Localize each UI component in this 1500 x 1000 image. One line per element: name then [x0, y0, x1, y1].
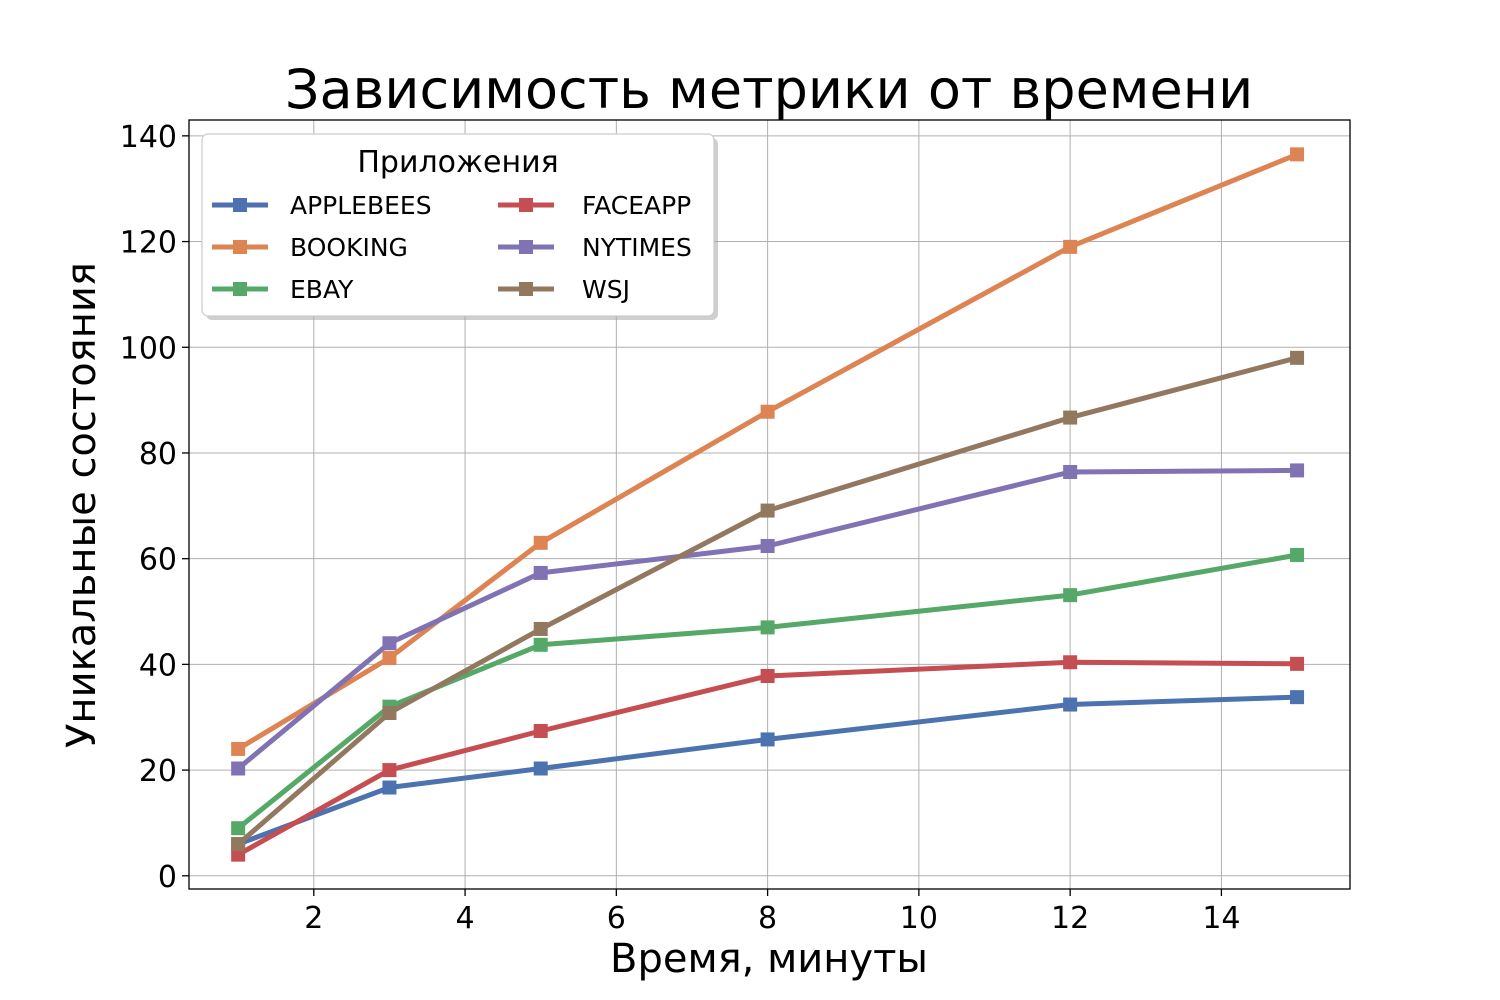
legend-item-wsj: WSJ: [498, 275, 630, 304]
point-ebay: [1290, 547, 1305, 562]
x-tick-label: 14: [1202, 901, 1240, 936]
point-nytimes: [231, 761, 246, 776]
point-applebees: [1290, 690, 1305, 705]
point-faceapp: [231, 847, 246, 862]
point-faceapp: [382, 763, 397, 778]
point-booking: [231, 741, 246, 756]
x-axis-ticks: 2 4 6 8 10 12 14: [304, 889, 1241, 936]
point-booking: [533, 535, 548, 550]
legend-item-faceapp: FACEAPP: [498, 191, 691, 220]
series-line-booking: [235, 151, 1300, 752]
x-tick-label: 8: [758, 901, 777, 936]
point-applebees: [760, 732, 775, 747]
legend-label-faceapp: FACEAPP: [582, 191, 691, 220]
legend-label-wsj: WSJ: [582, 275, 630, 304]
legend-box: [201, 133, 715, 317]
point-wsj: [231, 837, 246, 852]
point-booking: [1290, 147, 1305, 162]
legend-item-nytimes: NYTIMES: [498, 233, 692, 262]
point-wsj: [533, 621, 548, 636]
point-ebay: [760, 620, 775, 635]
legend-marker-wsj: [519, 282, 533, 296]
y-tick-label: 80: [139, 437, 177, 472]
point-booking: [382, 651, 397, 666]
legend-marker-ebay: [233, 282, 247, 296]
point-faceapp: [533, 723, 548, 738]
legend-title: Приложения: [357, 145, 558, 180]
point-nytimes: [760, 538, 775, 553]
point-booking: [1063, 239, 1078, 254]
point-ebay: [1063, 588, 1078, 603]
series-line-wsj: [235, 355, 1300, 847]
x-axis-label: Время, минуты: [610, 936, 928, 982]
point-faceapp: [1290, 656, 1305, 671]
point-applebees: [1063, 697, 1078, 712]
point-nytimes: [1063, 464, 1078, 479]
legend-item-ebay: EBAY: [212, 275, 354, 304]
legend-label-applebees: APPLEBEES: [290, 191, 432, 220]
series-markers: [231, 147, 1305, 862]
legend-items: APPLEBEES BOOKING EBAY FACEAPP NYTIMES WSJ: [212, 191, 692, 304]
y-tick-label: 140: [120, 120, 177, 155]
y-tick-label: 100: [120, 331, 177, 366]
legend-label-nytimes: NYTIMES: [582, 233, 692, 262]
point-ebay: [533, 637, 548, 652]
legend-item-booking: BOOKING: [212, 233, 408, 262]
point-wsj: [1063, 410, 1078, 425]
legend-marker-nytimes: [519, 240, 533, 254]
point-ebay: [231, 821, 246, 836]
point-nytimes: [533, 565, 548, 580]
x-tick-label: 12: [1051, 901, 1089, 936]
legend-label-booking: BOOKING: [290, 233, 408, 262]
series-line-ebay: [235, 552, 1300, 831]
y-tick-label: 20: [139, 754, 177, 789]
y-tick-label: 60: [139, 543, 177, 578]
point-faceapp: [760, 669, 775, 684]
point-nytimes: [1290, 463, 1305, 478]
point-faceapp: [1063, 655, 1078, 670]
legend-label-ebay: EBAY: [290, 275, 354, 304]
point-applebees: [382, 780, 397, 795]
legend-item-applebees: APPLEBEES: [212, 191, 432, 220]
point-nytimes: [382, 636, 397, 651]
series-line-faceapp: [235, 659, 1300, 858]
x-tick-label: 2: [304, 901, 323, 936]
y-tick-label: 40: [139, 648, 177, 683]
point-wsj: [382, 706, 397, 721]
series-line-nytimes: [235, 467, 1300, 771]
point-booking: [760, 404, 775, 419]
y-axis-label: Уникальные состояния: [59, 262, 105, 748]
y-axis-ticks: 0 20 40 60 80 100 120 140: [120, 120, 189, 895]
legend-marker-applebees: [233, 198, 247, 212]
x-tick-label: 4: [456, 901, 475, 936]
legend: Приложения APPLEBEES BOOKING EBAY FACEAPP NY…: [201, 133, 718, 320]
x-tick-label: 10: [900, 901, 938, 936]
y-tick-label: 120: [120, 226, 177, 261]
chart-title: Зависимость метрики от времени: [285, 58, 1253, 121]
legend-marker-booking: [233, 240, 247, 254]
y-tick-label: 0: [158, 860, 177, 895]
series-line-applebees: [235, 694, 1300, 847]
series-lines: [235, 151, 1300, 858]
x-tick-label: 6: [607, 901, 626, 936]
legend-marker-faceapp: [519, 198, 533, 212]
point-wsj: [1290, 350, 1305, 365]
plot-frame: [188, 119, 1351, 890]
point-applebees: [533, 761, 548, 776]
point-wsj: [760, 503, 775, 518]
